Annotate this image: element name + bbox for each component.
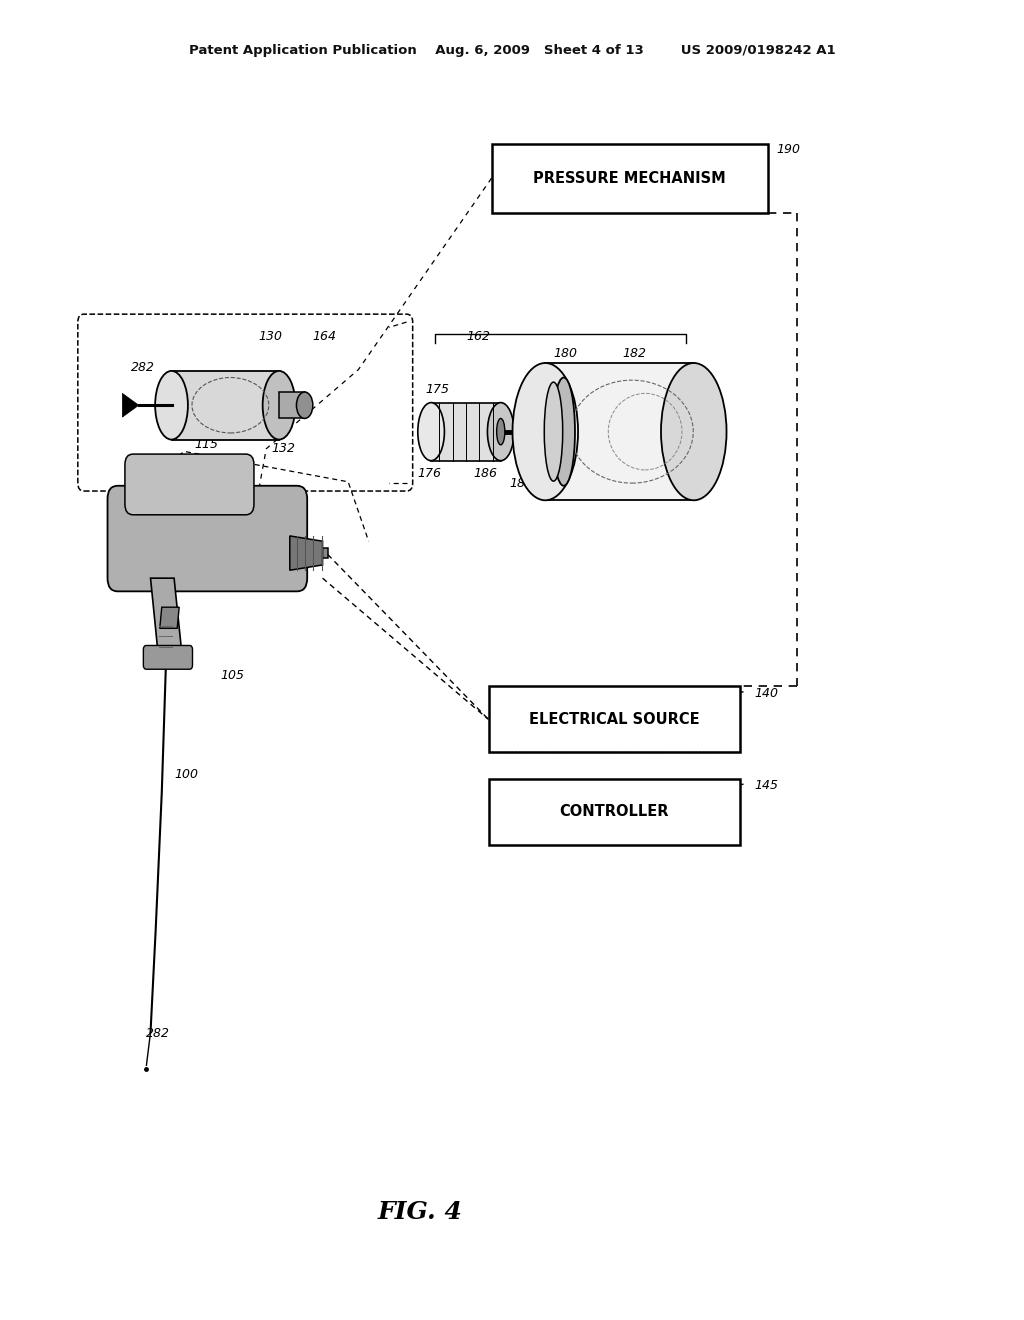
Polygon shape xyxy=(290,548,328,558)
Text: FIG. 4: FIG. 4 xyxy=(378,1200,462,1224)
Polygon shape xyxy=(290,536,323,570)
Text: 190: 190 xyxy=(776,143,800,156)
Text: Patent Application Publication    Aug. 6, 2009   Sheet 4 of 13        US 2009/01: Patent Application Publication Aug. 6, 2… xyxy=(188,44,836,57)
Text: 100: 100 xyxy=(174,768,198,781)
Text: 130: 130 xyxy=(258,330,282,343)
Text: 188: 188 xyxy=(637,455,660,469)
Text: 140: 140 xyxy=(755,686,778,700)
Ellipse shape xyxy=(497,418,505,445)
Polygon shape xyxy=(172,371,279,440)
Text: 176: 176 xyxy=(418,467,441,480)
Polygon shape xyxy=(431,403,501,461)
Text: 186: 186 xyxy=(473,467,497,480)
Ellipse shape xyxy=(487,403,514,461)
Polygon shape xyxy=(160,607,179,628)
FancyBboxPatch shape xyxy=(143,645,193,669)
Ellipse shape xyxy=(553,378,575,486)
Text: ELECTRICAL SOURCE: ELECTRICAL SOURCE xyxy=(529,711,699,727)
FancyBboxPatch shape xyxy=(108,486,307,591)
Ellipse shape xyxy=(297,392,313,418)
Text: 164: 164 xyxy=(312,330,336,343)
Text: 105: 105 xyxy=(220,669,244,682)
Text: 180: 180 xyxy=(553,347,577,360)
Text: 175: 175 xyxy=(425,383,449,396)
FancyBboxPatch shape xyxy=(492,144,768,213)
Text: 145: 145 xyxy=(755,779,778,792)
FancyBboxPatch shape xyxy=(489,686,739,752)
Polygon shape xyxy=(151,578,182,660)
Text: 182: 182 xyxy=(623,347,646,360)
Polygon shape xyxy=(279,392,305,418)
Text: PRESSURE MECHANISM: PRESSURE MECHANISM xyxy=(534,170,726,186)
Polygon shape xyxy=(123,393,139,417)
Text: 163: 163 xyxy=(553,364,577,378)
Text: 282: 282 xyxy=(146,1027,170,1040)
Text: 162: 162 xyxy=(466,330,489,343)
Text: 187: 187 xyxy=(509,477,532,490)
Text: 282: 282 xyxy=(131,360,155,374)
Ellipse shape xyxy=(418,403,444,461)
FancyBboxPatch shape xyxy=(125,454,254,515)
Polygon shape xyxy=(545,363,694,500)
Text: CONTROLLER: CONTROLLER xyxy=(560,804,669,820)
Text: 115: 115 xyxy=(195,438,218,451)
Text: 185: 185 xyxy=(570,477,594,490)
Ellipse shape xyxy=(156,371,188,440)
Ellipse shape xyxy=(662,363,727,500)
FancyBboxPatch shape xyxy=(489,779,739,845)
Text: 132: 132 xyxy=(271,442,295,455)
Ellipse shape xyxy=(512,363,578,500)
Ellipse shape xyxy=(544,383,563,480)
Ellipse shape xyxy=(262,371,296,440)
